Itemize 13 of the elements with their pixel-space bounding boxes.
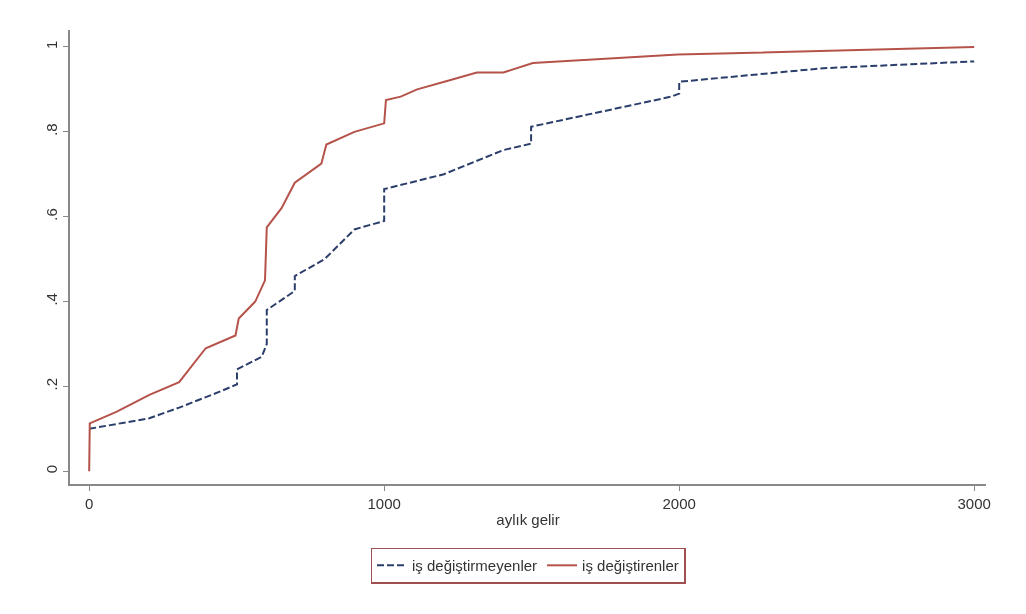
x-axis-title: aylık gelir bbox=[496, 511, 560, 529]
y-tick-label: .4 bbox=[43, 293, 61, 306]
y-tick-label: .2 bbox=[43, 377, 61, 391]
y-tick-label: .6 bbox=[43, 208, 61, 221]
y-tick-label: 0 bbox=[43, 464, 61, 474]
x-tick-label: 1000 bbox=[367, 494, 401, 512]
legend-label: iş değiştirenler bbox=[582, 557, 679, 575]
y-tick-label: 1 bbox=[43, 40, 61, 49]
x-tick-label: 0 bbox=[85, 494, 94, 512]
x-tick-label: 2000 bbox=[662, 494, 696, 512]
legend-label: iş değiştirmeyenler bbox=[412, 557, 538, 575]
x-tick-label: 3000 bbox=[957, 494, 991, 512]
y-tick-label: .8 bbox=[43, 123, 61, 136]
